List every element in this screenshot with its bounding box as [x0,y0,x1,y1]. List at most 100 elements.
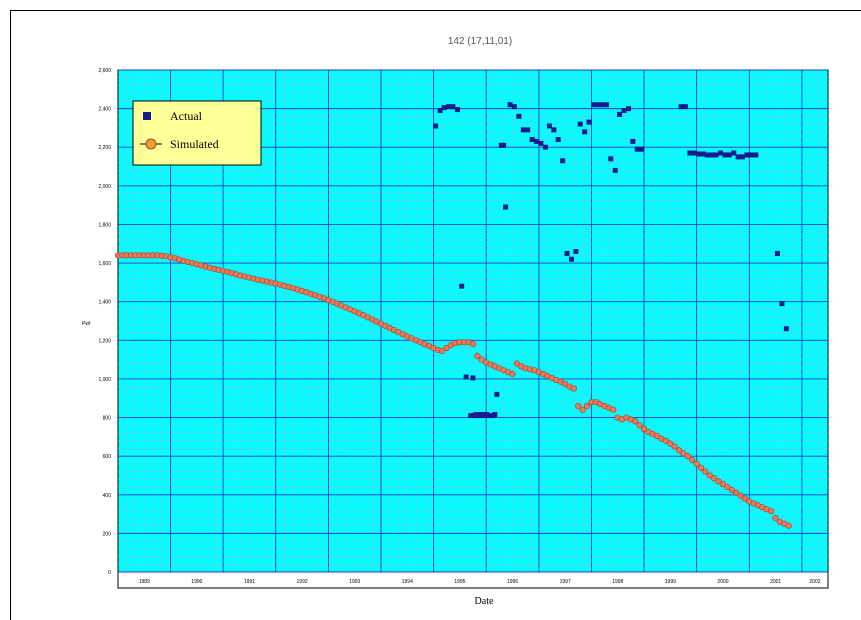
actual-point [459,283,465,289]
simulated-point [737,492,744,499]
actual-point [779,301,785,307]
actual-point [501,142,507,148]
actual-point [551,127,557,133]
simulated-point [724,483,731,491]
y-axis-label: Pwf [82,321,91,327]
y-tick-label: 1,800 [98,222,111,228]
simulated-point [610,406,617,413]
x-tick-label: 1991 [244,579,255,585]
actual-point [516,113,522,119]
simulated-point [579,406,586,413]
actual-point [511,104,517,110]
actual-point [595,102,601,108]
chart-frame [10,10,861,620]
actual-point [687,150,693,156]
simulated-point [697,464,705,471]
simulated-point [662,437,669,444]
actual-point [564,250,570,256]
actual-point [470,375,476,381]
simulated-point [570,385,578,392]
actual-point [586,119,592,125]
actual-point [722,152,728,158]
simulated-point [509,370,516,378]
actual-point [639,146,645,152]
simulated-point [474,352,481,359]
x-tick-label: 2000 [717,579,728,585]
legend: Actual Simulated [132,100,262,166]
simulated-point [785,522,792,529]
actual-point [617,111,623,117]
actual-point [492,412,498,418]
y-tick-label: 800 [103,416,112,422]
actual-point [608,156,614,162]
y-tick-label: 200 [103,531,112,537]
actual-point [437,108,443,114]
y-tick-label: 1,400 [98,300,111,306]
simulated-point [728,486,735,494]
actual-point [555,137,561,143]
simulated-point [710,475,718,482]
simulated-point [583,402,591,410]
actual-point [479,412,485,418]
simulated-point [636,422,643,429]
actual-point [538,140,544,146]
x-tick-label: 2002 [809,579,820,585]
y-tick-label: 1,000 [98,377,111,383]
legend-actual-marker [143,112,151,120]
y-tick-label: 400 [103,493,112,499]
actual-point [704,152,710,158]
x-tick-label: 1994 [402,579,413,585]
legend-simulated-label: Simulated [170,137,219,151]
actual-point [573,248,579,254]
actual-point [446,104,452,110]
y-tick-label: 2,400 [98,107,111,113]
legend-actual-label: Actual [170,109,203,123]
simulated-point [671,443,678,450]
actual-point [494,391,500,397]
simulated-point [689,456,696,464]
actual-point [634,146,640,152]
simulated-point [741,495,748,502]
chart-title: 142 (17,11,01) [448,36,512,47]
actual-point [682,104,688,110]
simulated-point [667,440,674,447]
actual-point [520,127,526,133]
actual-point [748,152,754,158]
simulated-point [732,489,740,496]
x-tick-label: 2001 [770,579,781,585]
simulated-point [640,426,648,433]
simulated-point [702,468,709,475]
actual-point [744,152,750,158]
simulated-point [675,447,683,454]
actual-point [740,154,746,160]
actual-point [753,152,759,158]
simulated-point [653,432,661,439]
actual-point [450,104,456,110]
actual-point [503,204,509,210]
simulated-point [772,514,779,522]
simulated-point [719,481,726,488]
actual-point [484,412,490,418]
actual-point [542,144,548,150]
actual-point [475,412,481,418]
actual-point [603,102,609,108]
y-tick-label: 600 [103,454,112,460]
actual-point [621,108,627,114]
actual-point [726,152,732,158]
simulated-point [715,478,722,485]
x-tick-label: 1990 [191,579,202,585]
actual-point [735,154,741,160]
actual-point [468,413,474,419]
x-tick-label: 1996 [507,579,518,585]
actual-point [577,121,583,127]
y-tick-label: 2,600 [98,68,111,74]
x-axis-label: Date [475,596,494,607]
simulated-point [439,347,446,355]
simulated-point [443,344,450,352]
simulated-point [768,508,775,515]
simulated-point [632,418,639,425]
x-tick-label: 1992 [297,579,308,585]
y-tick-label: 1,600 [98,261,111,267]
simulated-point [684,453,691,460]
